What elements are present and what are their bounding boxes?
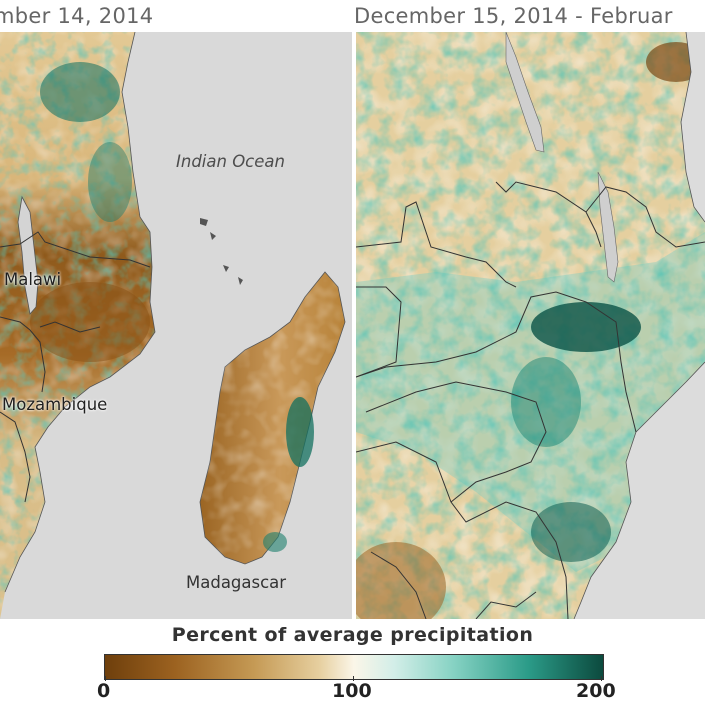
indian-ocean-label: Indian Ocean xyxy=(176,152,285,171)
legend-mid-label: 100 xyxy=(332,680,372,702)
right-map-graphic xyxy=(356,32,705,619)
legend-max-label: 200 xyxy=(576,680,616,702)
malawi-label: Malawi xyxy=(4,270,62,289)
legend-min-label: 0 xyxy=(97,680,111,702)
colorbar-tick-0 xyxy=(105,676,106,681)
right-panel-title: December 15, 2014 - Februar xyxy=(354,4,673,28)
legend-title: Percent of average precipitation xyxy=(171,624,534,646)
madagascar-label: Madagascar xyxy=(186,573,287,592)
precipitation-colorbar xyxy=(104,654,604,680)
colorbar-tick-100 xyxy=(353,676,354,681)
mozambique-label: Mozambique xyxy=(2,395,108,414)
left-panel-title: mber 14, 2014 xyxy=(0,4,154,28)
colorbar-tick-200 xyxy=(601,676,602,681)
right-precipitation-map xyxy=(356,32,705,619)
left-map-graphic xyxy=(0,32,346,619)
left-precipitation-map: Indian Ocean Malawi Mozambique Madagasca… xyxy=(0,32,352,619)
panel-divider xyxy=(352,32,356,619)
